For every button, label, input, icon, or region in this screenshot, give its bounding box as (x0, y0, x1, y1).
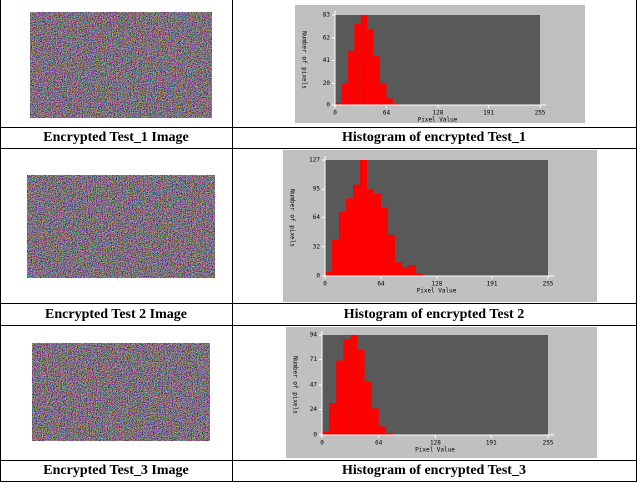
histogram-bar (365, 382, 372, 435)
histogram-bar (361, 15, 367, 105)
histogram-bar (374, 194, 381, 276)
x-tick-label: 0 (333, 110, 337, 117)
histogram-bar (409, 265, 416, 276)
y-tick-label: 0 (326, 102, 330, 109)
x-tick-label: 64 (377, 281, 385, 288)
histogram-bar (379, 426, 386, 435)
histogram-bar (381, 207, 388, 276)
histogram-bar (341, 83, 347, 105)
x-tick-label: 255 (535, 110, 546, 117)
histogram-bar (367, 189, 374, 276)
histogram-bar (329, 403, 336, 435)
histogram-bar (388, 235, 395, 276)
encrypted-image (30, 12, 212, 118)
caption: Encrypted Test 2 Image (45, 307, 187, 322)
x-tick-label: 64 (383, 110, 391, 117)
histogram: 0 64 128 191 255 0 20 41 62 83 Pixel Value Number o… (295, 5, 585, 124)
histogram-bar (372, 408, 379, 435)
caption: Encrypted Test_3 Image (43, 463, 188, 478)
x-tick-label: 0 (320, 440, 324, 447)
histogram: 0 64 128 191 255 0 24 47 71 94 Pixel Value Number o… (286, 327, 597, 458)
histogram-bar (348, 51, 354, 105)
histogram-bar (357, 350, 364, 435)
x-tick-label: 128 (430, 440, 441, 447)
caption: Histogram of encrypted Test_3 (342, 463, 526, 478)
y-axis-label: Number of pixels (301, 31, 308, 89)
histogram-bar (380, 83, 386, 105)
encrypted-image (32, 343, 210, 441)
histogram: 0 64 128 191 255 0 32 64 95 127 Pixel Value Number … (283, 150, 597, 302)
histogram-bar (386, 98, 392, 105)
histogram-bar (325, 271, 332, 276)
y-tick-label: 62 (323, 34, 331, 41)
histogram-bar (395, 262, 402, 276)
histogram-bar (354, 24, 360, 105)
y-tick-label: 47 (310, 382, 318, 389)
x-tick-label: 255 (543, 440, 554, 447)
histogram-bar (350, 335, 357, 435)
x-tick-label: 191 (487, 281, 498, 288)
y-tick-label: 24 (310, 406, 318, 413)
histogram-bar (346, 198, 353, 276)
histogram-bar (402, 267, 409, 276)
x-tick-label: 128 (432, 110, 443, 117)
y-tick-label: 0 (313, 432, 317, 439)
y-tick-label: 127 (309, 157, 320, 164)
histogram-bar (336, 361, 343, 435)
x-axis-label: Pixel Value (415, 447, 455, 454)
y-tick-label: 0 (316, 273, 320, 280)
y-tick-label: 20 (323, 80, 331, 87)
y-tick-label: 71 (310, 356, 318, 363)
x-tick-label: 64 (375, 440, 383, 447)
x-axis-label: Pixel Value (417, 288, 457, 295)
x-tick-label: 0 (323, 281, 327, 288)
y-tick-label: 95 (313, 186, 321, 193)
y-tick-label: 94 (310, 332, 318, 339)
y-tick-label: 64 (313, 214, 321, 221)
histogram-bar (339, 212, 346, 276)
x-tick-label: 128 (432, 281, 443, 288)
figure: Encrypted Test_1 Image Histogram of encr… (0, 0, 637, 482)
histogram-bar (332, 239, 339, 276)
caption: Encrypted Test_1 Image (43, 130, 188, 145)
histogram-bar (353, 185, 360, 276)
histogram-bar (374, 56, 380, 105)
y-tick-label: 32 (313, 243, 321, 250)
x-axis-label: Pixel Value (418, 117, 458, 124)
y-tick-label: 41 (323, 57, 331, 64)
y-axis-label: Number of pixels (292, 356, 299, 414)
y-tick-label: 83 (323, 12, 331, 19)
y-axis-label: Number of pixels (289, 189, 296, 247)
histogram-bar (367, 29, 373, 105)
histogram-bar (360, 160, 367, 276)
x-tick-label: 191 (483, 110, 494, 117)
caption: Histogram of encrypted Test 2 (344, 307, 524, 322)
histogram-bar (343, 339, 350, 435)
encrypted-image (27, 175, 215, 278)
caption: Histogram of encrypted Test_1 (342, 130, 526, 145)
x-tick-label: 255 (543, 281, 554, 288)
x-tick-label: 191 (486, 440, 497, 447)
